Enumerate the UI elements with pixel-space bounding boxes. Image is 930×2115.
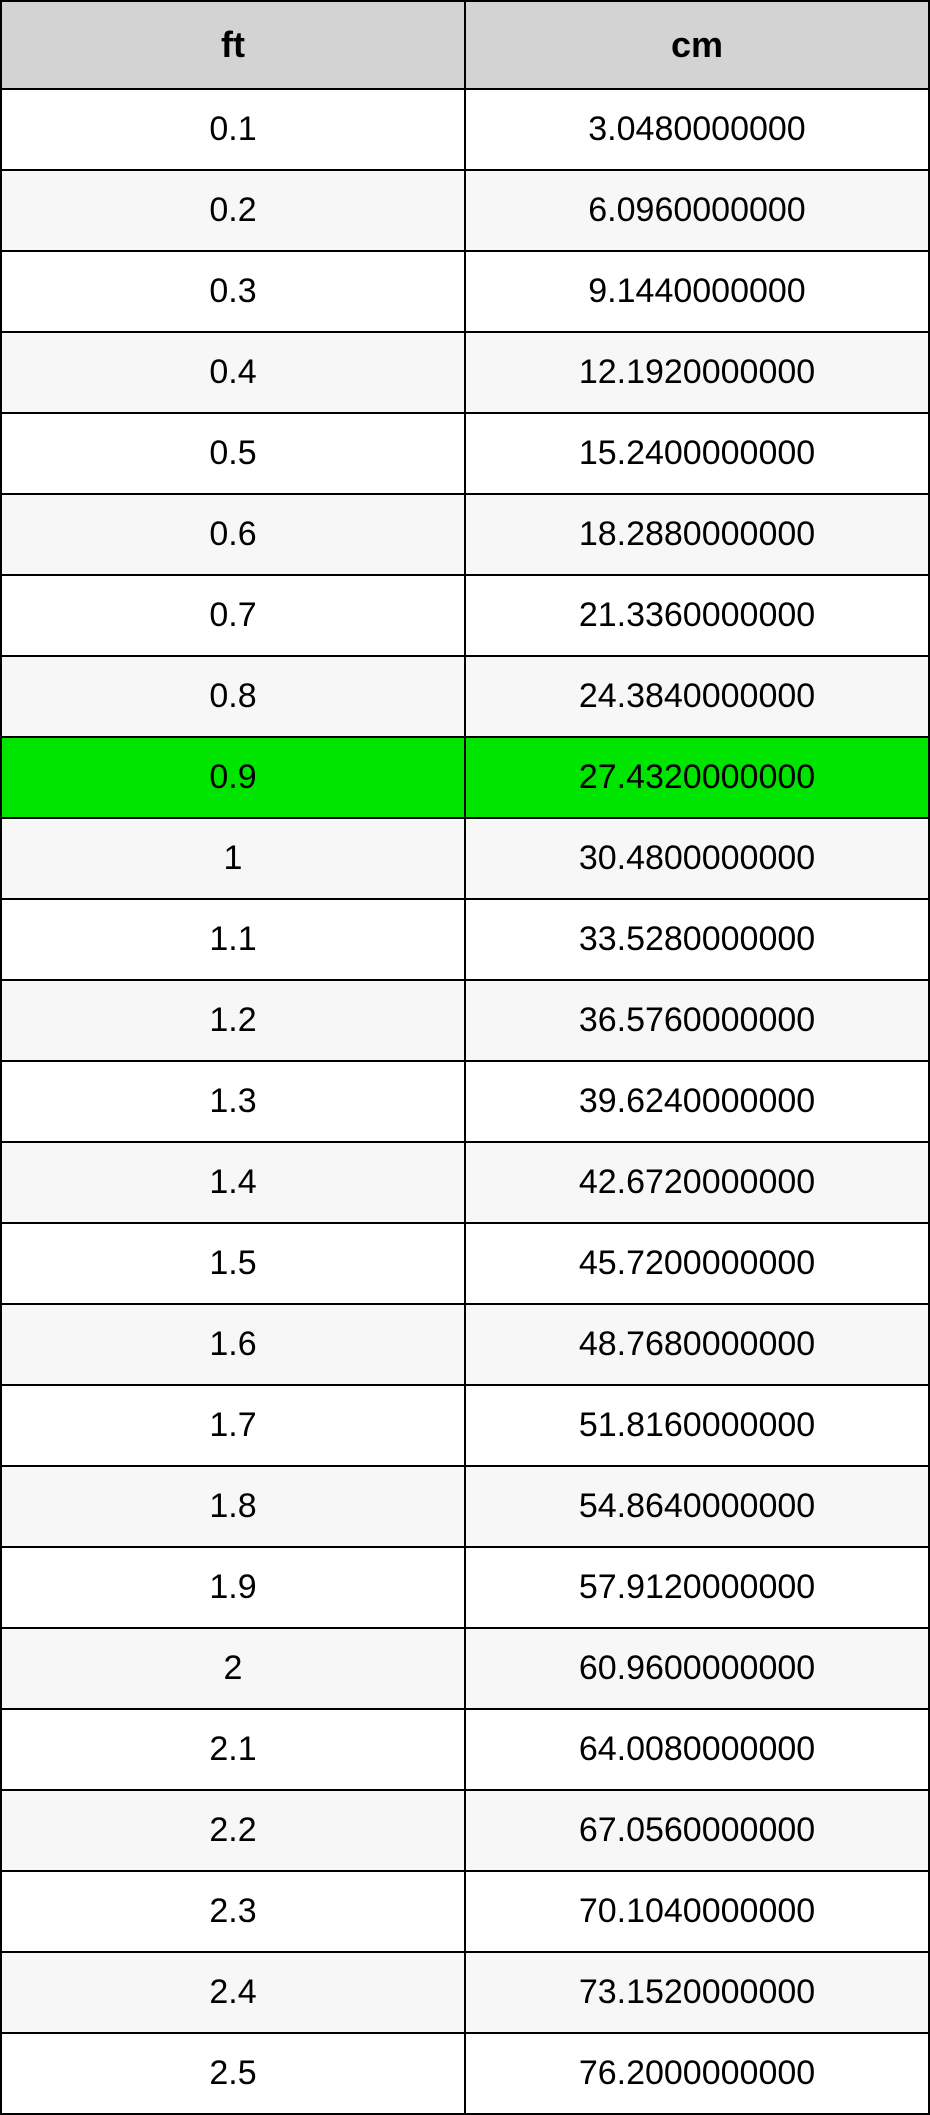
table-row: 0.824.3840000000 [1, 656, 929, 737]
table-row: 1.854.8640000000 [1, 1466, 929, 1547]
cell-cm: 57.9120000000 [465, 1547, 929, 1628]
cell-ft: 0.4 [1, 332, 465, 413]
cell-cm: 39.6240000000 [465, 1061, 929, 1142]
cell-cm: 70.1040000000 [465, 1871, 929, 1952]
cell-ft: 1 [1, 818, 465, 899]
table-row: 0.721.3360000000 [1, 575, 929, 656]
cell-ft: 2.3 [1, 1871, 465, 1952]
table-row: 1.545.7200000000 [1, 1223, 929, 1304]
table-row: 0.927.4320000000 [1, 737, 929, 818]
cell-cm: 3.0480000000 [465, 89, 929, 170]
cell-cm: 15.2400000000 [465, 413, 929, 494]
table-row: 130.4800000000 [1, 818, 929, 899]
cell-cm: 48.7680000000 [465, 1304, 929, 1385]
table-row: 0.618.2880000000 [1, 494, 929, 575]
column-header-ft: ft [1, 1, 465, 89]
cell-ft: 2.4 [1, 1952, 465, 2033]
cell-ft: 0.6 [1, 494, 465, 575]
table-row: 0.13.0480000000 [1, 89, 929, 170]
table-row: 0.515.2400000000 [1, 413, 929, 494]
cell-cm: 30.4800000000 [465, 818, 929, 899]
cell-ft: 0.9 [1, 737, 465, 818]
cell-ft: 0.5 [1, 413, 465, 494]
cell-cm: 42.6720000000 [465, 1142, 929, 1223]
table-row: 1.957.9120000000 [1, 1547, 929, 1628]
cell-cm: 12.1920000000 [465, 332, 929, 413]
column-header-cm: cm [465, 1, 929, 89]
table-row: 1.751.8160000000 [1, 1385, 929, 1466]
cell-cm: 36.5760000000 [465, 980, 929, 1061]
cell-ft: 1.8 [1, 1466, 465, 1547]
cell-cm: 67.0560000000 [465, 1790, 929, 1871]
table-body: 0.13.04800000000.26.09600000000.39.14400… [1, 89, 929, 2114]
table-row: 1.648.7680000000 [1, 1304, 929, 1385]
cell-cm: 21.3360000000 [465, 575, 929, 656]
cell-ft: 0.8 [1, 656, 465, 737]
cell-ft: 2.5 [1, 2033, 465, 2114]
table-row: 0.39.1440000000 [1, 251, 929, 332]
table-row: 1.339.6240000000 [1, 1061, 929, 1142]
cell-ft: 1.5 [1, 1223, 465, 1304]
cell-ft: 1.4 [1, 1142, 465, 1223]
table-row: 2.267.0560000000 [1, 1790, 929, 1871]
cell-ft: 0.2 [1, 170, 465, 251]
cell-ft: 1.1 [1, 899, 465, 980]
cell-ft: 2.1 [1, 1709, 465, 1790]
cell-cm: 24.3840000000 [465, 656, 929, 737]
cell-cm: 18.2880000000 [465, 494, 929, 575]
header-row: ft cm [1, 1, 929, 89]
cell-cm: 51.8160000000 [465, 1385, 929, 1466]
cell-cm: 54.8640000000 [465, 1466, 929, 1547]
cell-cm: 45.7200000000 [465, 1223, 929, 1304]
cell-ft: 2 [1, 1628, 465, 1709]
cell-cm: 9.1440000000 [465, 251, 929, 332]
cell-ft: 1.7 [1, 1385, 465, 1466]
table-row: 0.26.0960000000 [1, 170, 929, 251]
cell-ft: 0.7 [1, 575, 465, 656]
cell-cm: 73.1520000000 [465, 1952, 929, 2033]
table-row: 1.236.5760000000 [1, 980, 929, 1061]
cell-cm: 27.4320000000 [465, 737, 929, 818]
cell-ft: 1.3 [1, 1061, 465, 1142]
table-row: 2.164.0080000000 [1, 1709, 929, 1790]
table-row: 2.576.2000000000 [1, 2033, 929, 2114]
table-row: 2.473.1520000000 [1, 1952, 929, 2033]
cell-ft: 0.1 [1, 89, 465, 170]
cell-ft: 0.3 [1, 251, 465, 332]
cell-ft: 1.9 [1, 1547, 465, 1628]
cell-cm: 76.2000000000 [465, 2033, 929, 2114]
conversion-table: ft cm 0.13.04800000000.26.09600000000.39… [0, 0, 930, 2115]
table-row: 1.442.6720000000 [1, 1142, 929, 1223]
cell-cm: 64.0080000000 [465, 1709, 929, 1790]
cell-ft: 2.2 [1, 1790, 465, 1871]
table-header: ft cm [1, 1, 929, 89]
cell-cm: 33.5280000000 [465, 899, 929, 980]
cell-cm: 6.0960000000 [465, 170, 929, 251]
table-row: 260.9600000000 [1, 1628, 929, 1709]
cell-ft: 1.2 [1, 980, 465, 1061]
table-row: 1.133.5280000000 [1, 899, 929, 980]
cell-cm: 60.9600000000 [465, 1628, 929, 1709]
table-row: 0.412.1920000000 [1, 332, 929, 413]
table-row: 2.370.1040000000 [1, 1871, 929, 1952]
cell-ft: 1.6 [1, 1304, 465, 1385]
